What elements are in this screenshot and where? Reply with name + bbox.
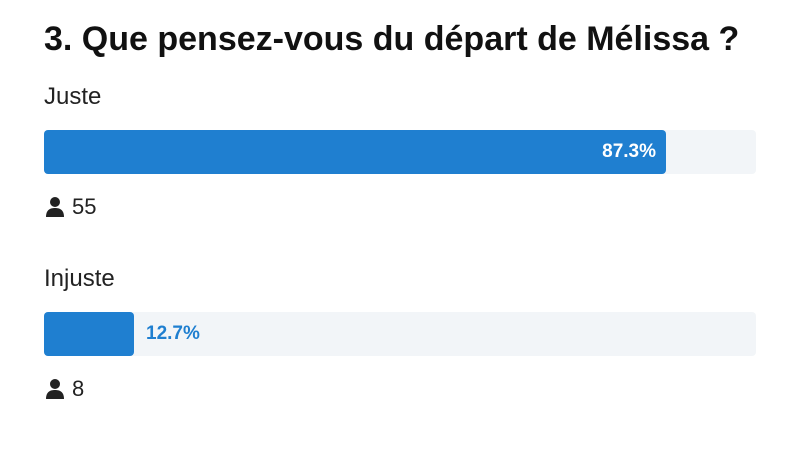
percent-label: 12.7% (146, 323, 200, 344)
poll-card: 3. Que pensez-vous du départ de Mélissa … (44, 12, 756, 404)
vote-count-value: 8 (72, 376, 85, 401)
result-bar-fill (44, 312, 134, 356)
result-bar-track: 12.7% (44, 312, 756, 356)
result-bar-track: 87.3% (44, 130, 756, 174)
vote-count: 8 (44, 374, 756, 404)
option-label: Juste (44, 83, 102, 110)
user-icon (46, 197, 64, 217)
vote-count-value: 55 (72, 194, 97, 219)
poll-option-juste[interactable]: Juste 87.3% 55 (44, 80, 756, 222)
option-label: Injuste (44, 265, 115, 292)
vote-count: 55 (44, 192, 756, 222)
user-icon (46, 379, 64, 399)
percent-label: 87.3% (602, 141, 656, 162)
result-bar-fill (44, 130, 666, 174)
poll-option-injuste[interactable]: Injuste 12.7% 8 (44, 262, 756, 404)
question-title: 3. Que pensez-vous du départ de Mélissa … (44, 20, 740, 58)
